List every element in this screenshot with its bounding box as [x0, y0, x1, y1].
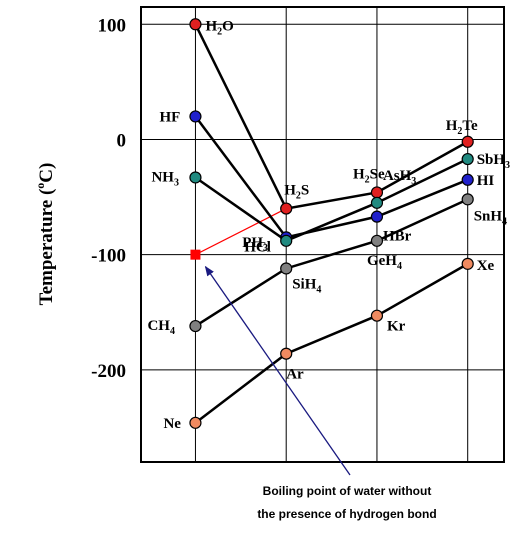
- point-label: GeH4: [367, 253, 402, 272]
- data-point: [461, 173, 474, 186]
- point-label: HBr: [383, 229, 412, 245]
- point-label: NH3: [151, 169, 179, 188]
- series-4: [189, 193, 474, 333]
- data-point: [370, 210, 384, 223]
- y-axis-title: Temperature (oC): [33, 163, 57, 306]
- data-point: [461, 257, 474, 270]
- point-label: H2S: [284, 183, 309, 202]
- data-point: [189, 18, 202, 31]
- plot-frame: [140, 6, 505, 463]
- point-label: Ne: [163, 416, 181, 432]
- series-3: [189, 152, 474, 247]
- series-line: [194, 262, 469, 424]
- annotation: Boiling point of water without the presen…: [204, 265, 437, 521]
- annotation-arrow: [204, 265, 351, 476]
- series-line: [194, 115, 469, 239]
- point-label: H2O: [205, 18, 233, 37]
- data-point: [189, 110, 202, 123]
- series-1: [189, 18, 474, 215]
- point-label: HF: [159, 109, 180, 125]
- point-label: Kr: [387, 319, 406, 335]
- gridlines: [141, 7, 504, 462]
- point-label: SnH4: [474, 208, 507, 227]
- data-point: [370, 234, 384, 247]
- data-point: [189, 171, 202, 184]
- point-label: H2Te: [446, 118, 478, 137]
- data-point: [280, 262, 293, 275]
- series-5: [189, 257, 474, 429]
- series-group: [189, 18, 474, 429]
- data-point: [280, 347, 293, 360]
- data-point: [189, 319, 202, 333]
- y-tick-label: 0: [117, 130, 127, 151]
- y-tick-label: -200: [91, 361, 126, 382]
- data-point: [280, 202, 293, 215]
- point-label: HCl: [244, 239, 271, 255]
- data-point: [189, 416, 202, 429]
- series-line: [194, 198, 469, 328]
- point-labels: H2O H2S H2Se H2Te HF HCl HBr HI NH3 PH3 AsH3 SbH3 CH…: [147, 18, 510, 432]
- annotation-text: the presence of hydrogen bond: [257, 507, 436, 521]
- data-point: [461, 152, 474, 166]
- series-2: [189, 110, 474, 244]
- data-point: [370, 196, 384, 209]
- annotation-text: Boiling point of water without: [263, 484, 432, 498]
- point-label: HI: [477, 173, 495, 189]
- point-label: CH4: [147, 318, 175, 337]
- data-point: [461, 135, 474, 148]
- series-line: [194, 157, 469, 243]
- series-line: [194, 23, 469, 210]
- y-tick-label: -100: [91, 246, 126, 267]
- point-label: AsH3: [383, 168, 416, 187]
- data-point: [280, 234, 293, 247]
- point-label: SiH4: [292, 276, 321, 295]
- data-point: [370, 309, 384, 322]
- y-axis: 100 0 -100 -200: [91, 15, 126, 382]
- y-tick-label: 100: [98, 15, 127, 36]
- data-point: [370, 186, 384, 199]
- point-label: SbH3: [477, 152, 510, 171]
- point-label: Ar: [286, 367, 304, 383]
- point-label: Xe: [477, 258, 495, 274]
- data-point: [461, 193, 474, 206]
- extrapolated-point: [190, 249, 201, 260]
- point-label: H2Se: [353, 166, 385, 185]
- point-label: PH3: [242, 235, 268, 254]
